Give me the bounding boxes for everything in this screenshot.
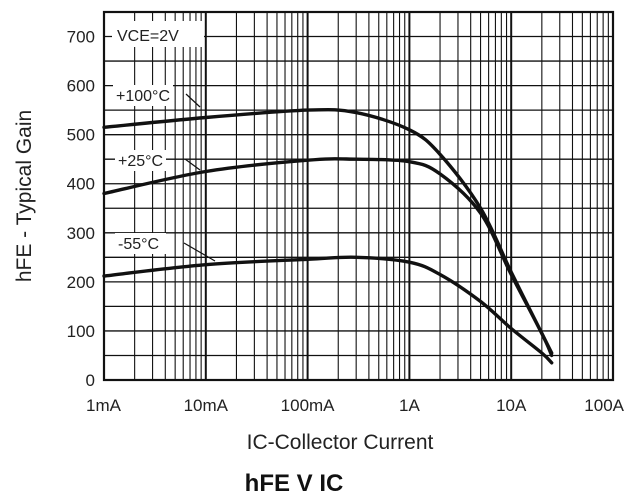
annotation-box <box>112 21 204 47</box>
series-line-2 <box>102 255 554 365</box>
x-tick-label: 100A <box>584 396 624 415</box>
x-tick-label: 1mA <box>86 396 122 415</box>
x-tick-labels: 1mA 10mA 100mA 1A 10A 100A <box>86 396 625 415</box>
x-axis-label: IC-Collector Current <box>247 431 434 454</box>
curve-labels: +100°C +25°C -55°C <box>113 85 216 262</box>
curve-label-backing <box>113 85 173 106</box>
y-tick-label: 0 <box>86 371 95 390</box>
y-tick-label: 700 <box>67 28 95 47</box>
y-tick-label: 300 <box>67 224 95 243</box>
x-tick-label: 10mA <box>184 396 229 415</box>
curve-label: +25°C <box>118 153 163 170</box>
chart-title: hFE V IC <box>245 470 344 497</box>
curve-label-backing <box>115 233 166 254</box>
y-axis-label: hFE - Typical Gain <box>13 110 36 282</box>
y-tick-labels: 0 100 200 300 400 500 600 700 <box>67 28 95 390</box>
y-tick-label: 200 <box>67 273 95 292</box>
curve-label: -55°C <box>118 236 159 253</box>
y-tick-label: 500 <box>67 126 95 145</box>
curve-label-leader <box>184 158 201 171</box>
plot-frame <box>102 10 615 382</box>
x-tick-label: 100mA <box>281 396 336 415</box>
series-line-1 <box>102 157 554 358</box>
x-tick-label: 1A <box>399 396 420 415</box>
series-line-0 <box>102 107 554 355</box>
curve-label-leader <box>183 242 216 262</box>
y-tick-label: 400 <box>67 175 95 194</box>
y-tick-label: 100 <box>67 322 95 341</box>
curves <box>102 107 554 365</box>
curve-label-leader <box>185 93 201 108</box>
curve-label-backing <box>115 150 166 171</box>
x-tick-label: 10A <box>496 396 527 415</box>
curve-label: +100°C <box>116 88 170 105</box>
annotation-vce: VCE=2V <box>117 28 179 45</box>
y-tick-label: 600 <box>67 77 95 96</box>
